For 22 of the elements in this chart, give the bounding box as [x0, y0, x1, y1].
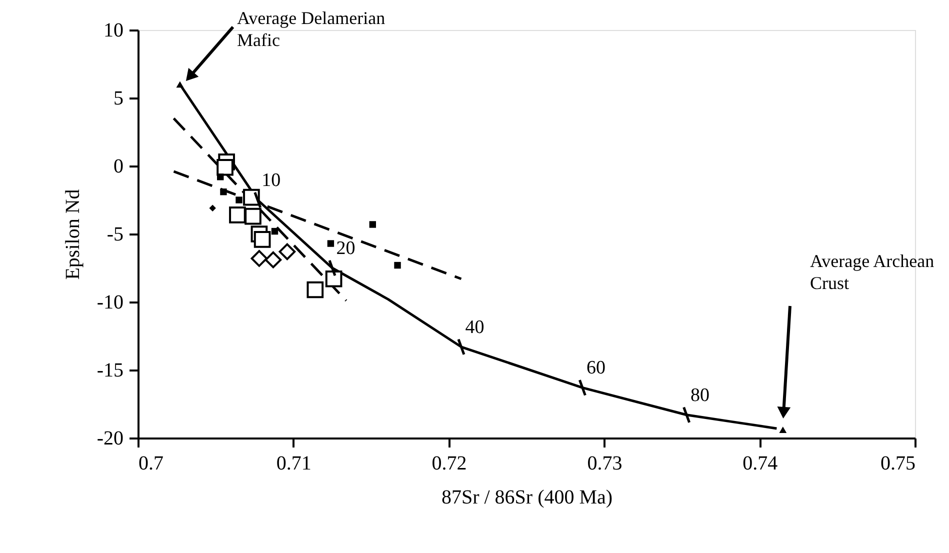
- annotation: Average Delamerian Mafic: [237, 8, 386, 50]
- x-tick-label: 0.72: [432, 452, 467, 474]
- x-tick-label: 0.75: [880, 452, 916, 474]
- x-tick-label: 0.74: [742, 452, 778, 474]
- y-axis-title: Epsilon Nd: [62, 189, 84, 280]
- x-tick-label: 0.73: [587, 452, 622, 474]
- annotation: Average Archean Crust: [810, 251, 934, 293]
- annotation: 20: [336, 238, 356, 259]
- y-tick-label: -10: [96, 292, 124, 314]
- x-tick-label: 0.7: [138, 452, 164, 474]
- y-tick-label: 10: [104, 20, 124, 42]
- annotation: 40: [465, 316, 484, 338]
- x-axis-title: 87Sr / 86Sr (400 Ma): [441, 486, 613, 508]
- x-tick-label: 0.71: [276, 452, 312, 474]
- y-tick-label: -15: [96, 360, 124, 382]
- annotation: 80: [690, 384, 710, 406]
- annotation: 60: [586, 358, 606, 379]
- y-tick-label: 0: [114, 156, 124, 178]
- y-tick-label: -20: [96, 428, 124, 450]
- annotation: 10: [262, 170, 281, 191]
- y-tick-label: -5: [106, 224, 124, 246]
- y-tick-label: 5: [114, 88, 124, 110]
